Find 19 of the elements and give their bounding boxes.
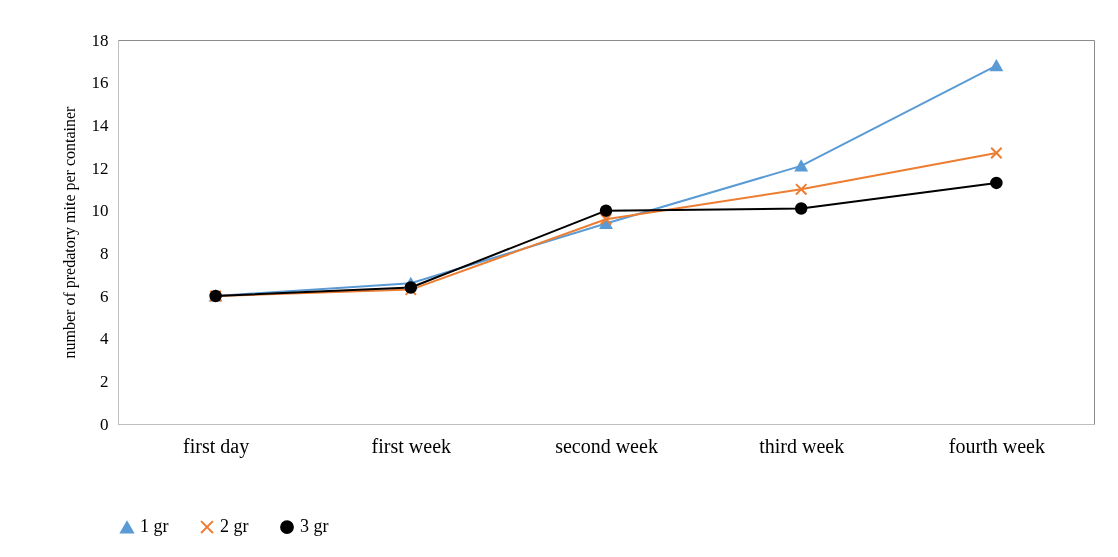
y-axis-title: number of predatory mite per container bbox=[60, 105, 79, 359]
legend-label: 1 gr bbox=[140, 516, 169, 537]
legend-label: 2 gr bbox=[220, 516, 249, 537]
y-tick-label: 12 bbox=[91, 158, 109, 178]
x-tick-label: third week bbox=[759, 434, 845, 457]
x-tick-label: fourth week bbox=[948, 434, 1045, 457]
x-tick-label: second week bbox=[555, 434, 658, 457]
y-tick-label: 18 bbox=[91, 30, 109, 50]
y-tick-label: 2 bbox=[100, 371, 109, 391]
x-tick-label: first day bbox=[183, 434, 250, 458]
legend-label: 3 gr bbox=[300, 516, 329, 537]
y-tick-label: 16 bbox=[91, 73, 109, 93]
y-tick-label: 8 bbox=[100, 243, 109, 263]
x-tick-label: first week bbox=[371, 434, 452, 457]
y-tick-label: 4 bbox=[100, 329, 109, 349]
y-tick-label: 0 bbox=[100, 414, 109, 434]
y-tick-label: 6 bbox=[100, 286, 109, 306]
y-tick-label: 14 bbox=[91, 115, 109, 135]
y-tick-label: 10 bbox=[91, 201, 109, 221]
